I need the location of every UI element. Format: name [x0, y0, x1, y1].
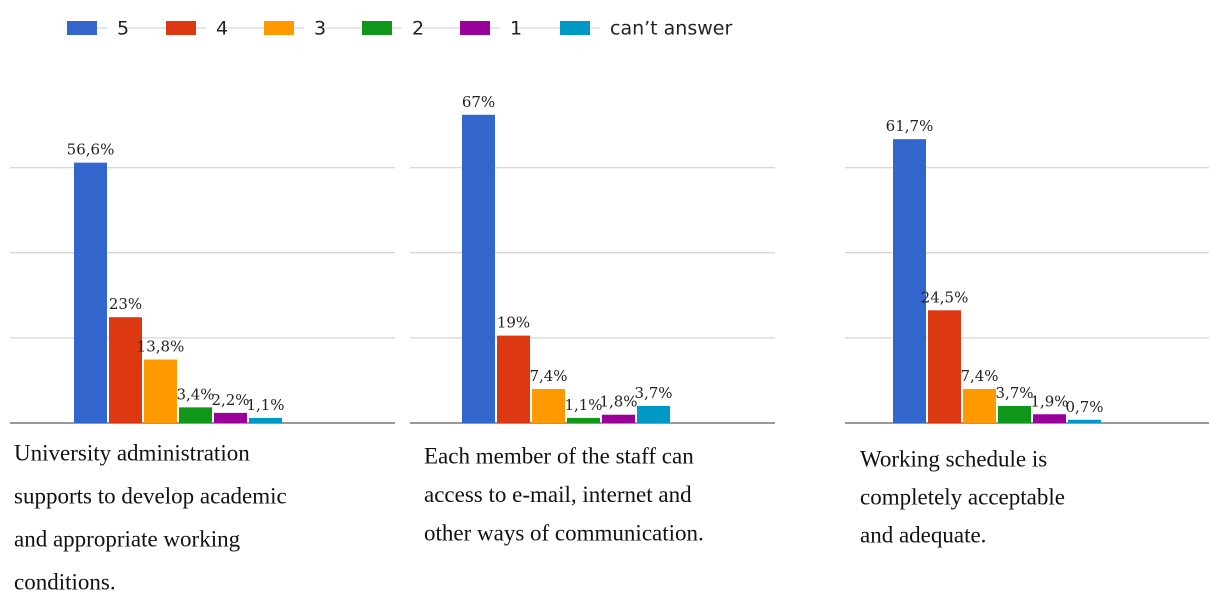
- data-label: 3,7%: [995, 384, 1033, 402]
- legend-swatch: [362, 21, 392, 35]
- legend-label-bg: [304, 16, 318, 40]
- legend-label-bg: [402, 16, 416, 40]
- caption-line: and adequate.: [860, 522, 986, 547]
- bar: [928, 310, 961, 423]
- data-label: 2,2%: [211, 391, 249, 409]
- data-label: 19%: [497, 314, 530, 332]
- bar: [144, 359, 177, 423]
- legend-swatch: [67, 21, 97, 35]
- bar: [637, 405, 670, 423]
- caption-line: supports to develop academic: [14, 483, 287, 508]
- legend-label: 5: [117, 18, 129, 40]
- caption-line: University administration: [14, 440, 250, 465]
- bar: [567, 417, 600, 423]
- data-label: 1,1%: [564, 396, 602, 414]
- legend-swatch: [166, 21, 196, 35]
- data-label: 61,7%: [886, 117, 934, 135]
- caption-line: Working schedule is: [860, 446, 1047, 471]
- data-label: 23%: [109, 295, 142, 313]
- data-label: 3,4%: [176, 385, 214, 403]
- bar: [602, 414, 635, 423]
- data-label: 1,9%: [1030, 392, 1068, 410]
- data-label: 56,6%: [67, 141, 115, 159]
- bar: [179, 407, 212, 423]
- legend-label-bg: [206, 16, 220, 40]
- data-label: 0,7%: [1065, 398, 1103, 416]
- bar: [963, 388, 996, 423]
- legend-label-bg: [600, 16, 754, 40]
- legend-label-bg: [107, 16, 121, 40]
- bar: [532, 388, 565, 423]
- legend-swatch: [264, 21, 294, 35]
- bar: [109, 317, 142, 423]
- bar: [893, 139, 926, 423]
- bar: [462, 114, 495, 424]
- legend-label: can’t answer: [610, 18, 732, 40]
- caption-line: and appropriate working: [14, 526, 241, 551]
- legend-label: 2: [412, 18, 424, 40]
- bar: [74, 162, 107, 423]
- bar: [497, 335, 530, 423]
- bar: [249, 417, 282, 423]
- data-label: 13,8%: [137, 338, 185, 356]
- legend-label: 1: [510, 18, 522, 40]
- bar: [998, 405, 1031, 423]
- bar: [214, 412, 247, 423]
- caption-line: conditions.: [14, 569, 116, 594]
- legend-swatch: [560, 21, 590, 35]
- data-label: 24,5%: [921, 288, 969, 306]
- legend-label: 4: [216, 18, 228, 40]
- legend-swatch: [460, 21, 490, 35]
- data-label: 1,8%: [599, 393, 637, 411]
- caption-line: Each member of the staff can: [424, 443, 694, 468]
- data-label: 7,4%: [960, 367, 998, 385]
- data-label: 1,1%: [246, 396, 284, 414]
- caption-line: access to e-mail, internet and: [424, 482, 692, 507]
- bar: [1068, 419, 1101, 423]
- data-label: 7,4%: [529, 367, 567, 385]
- caption-line: completely acceptable: [860, 484, 1065, 509]
- bar: [1033, 414, 1066, 423]
- data-label: 67%: [462, 93, 495, 111]
- caption-line: other ways of communication.: [424, 520, 704, 545]
- data-label: 3,7%: [634, 384, 672, 402]
- legend-label-bg: [500, 16, 514, 40]
- legend-label: 3: [314, 18, 326, 40]
